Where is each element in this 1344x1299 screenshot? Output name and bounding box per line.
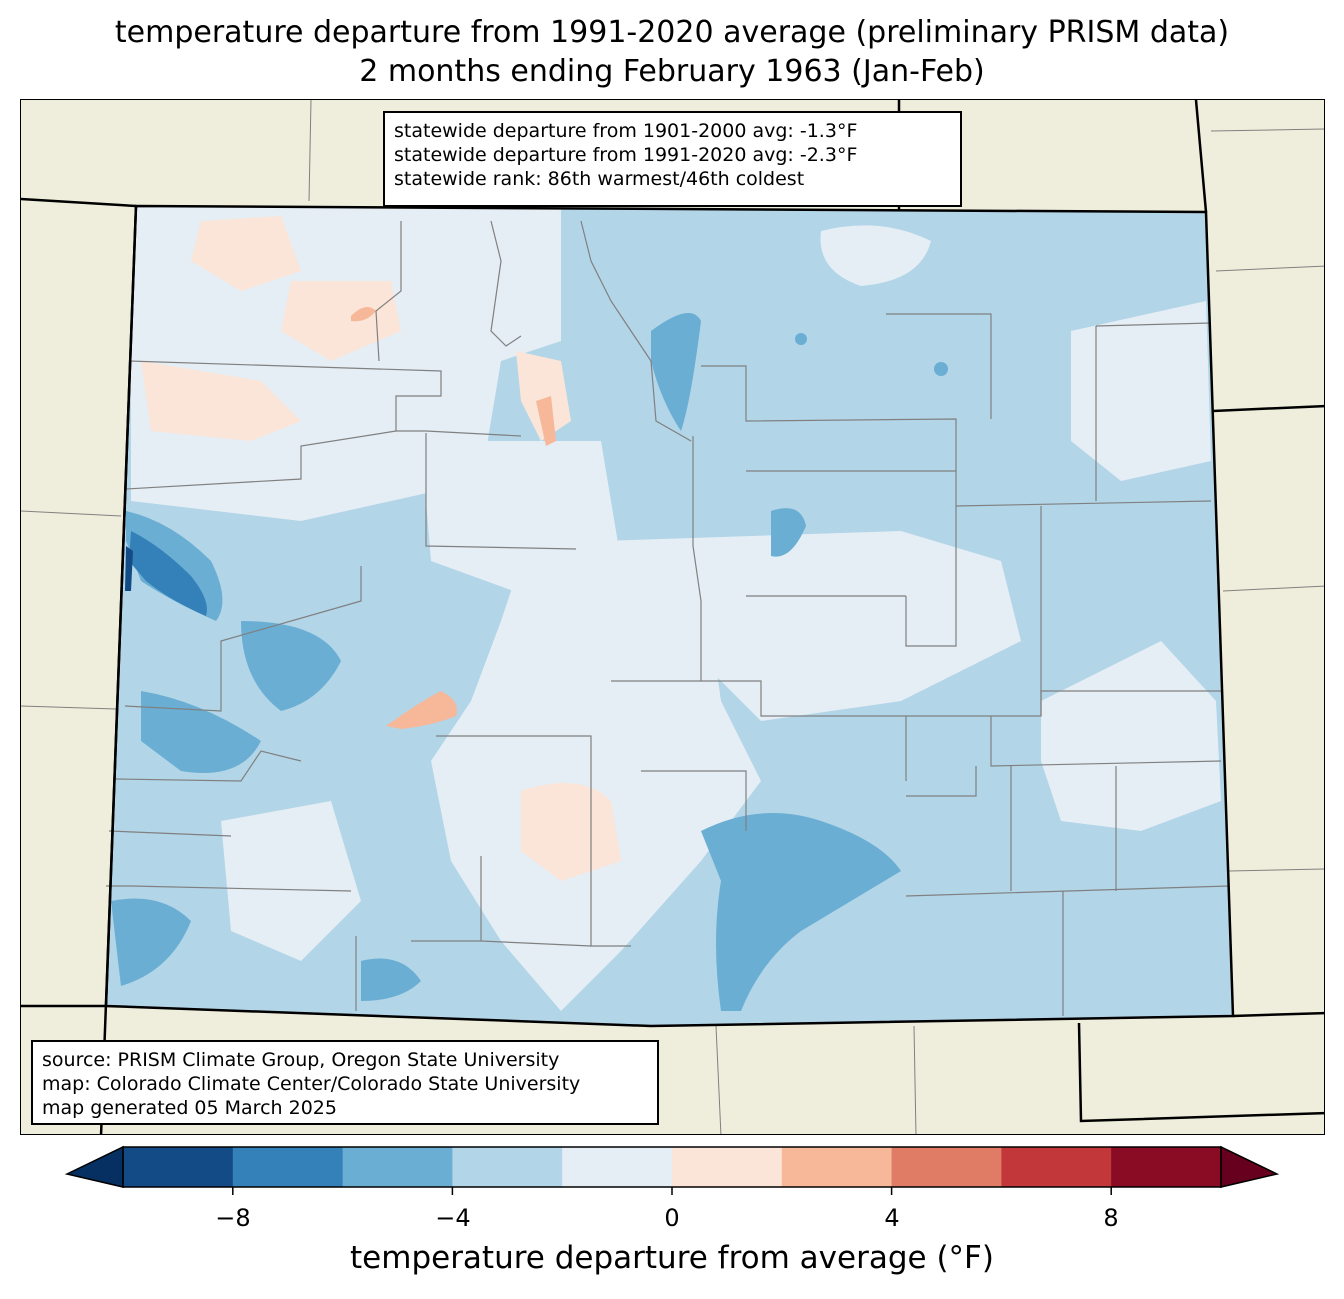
- anomaly-near-zero-southwest: [221, 801, 361, 961]
- anomaly-warm-san-luis: [521, 783, 621, 881]
- anomaly-minus-6-to-4-southwest: [141, 691, 261, 773]
- map-credit-line: map: Colorado Climate Center/Colorado St…: [42, 1073, 581, 1095]
- anomaly-2-to-4-northwest: [351, 307, 376, 322]
- source-box: source: PRISM Climate Group, Oregon Stat…: [31, 1040, 659, 1125]
- colorbar-tick-label: 0: [664, 1204, 680, 1232]
- colorbar-bin: [781, 1147, 893, 1187]
- generated-date-line: map generated 05 March 2025: [42, 1097, 337, 1119]
- anomaly-2-to-4-gunnison: [386, 691, 457, 729]
- anomaly-minus-6-to-4-plains: [771, 508, 806, 557]
- colorbar-bin: [1111, 1147, 1222, 1187]
- colorbar-over-arrow: [1220, 1145, 1280, 1188]
- colorbar-bin: [232, 1147, 344, 1187]
- anomaly-warm-park-range: [516, 351, 571, 441]
- anomaly-minus-8-to-6-west: [129, 531, 207, 616]
- colorbar-tick-label: 8: [1103, 1204, 1119, 1232]
- anomaly-near-zero-east-central: [601, 531, 1021, 721]
- colorbar-label: temperature departure from average (°F): [350, 1240, 994, 1276]
- colorbar: [64, 1145, 1280, 1195]
- map-title: temperature departure from 1991-2020 ave…: [114, 15, 1230, 50]
- anomaly-minus-6-to-4-front-range: [651, 313, 701, 431]
- map-panel: [20, 99, 1325, 1135]
- colorbar-bin: [672, 1147, 783, 1187]
- colorbar-bin: [1001, 1147, 1112, 1187]
- anomaly-warm-northwest: [141, 361, 301, 441]
- colorado-map: [21, 100, 1324, 1134]
- colorbar-bin: [123, 1147, 234, 1187]
- source-line: source: PRISM Climate Group, Oregon Stat…: [42, 1049, 560, 1071]
- colorbar-under-arrow: [64, 1145, 124, 1188]
- colorbar-bin: [452, 1147, 563, 1187]
- colorbar-bin: [342, 1147, 453, 1187]
- anomaly-minus-6-to-4-spot: [934, 362, 948, 376]
- stats-rank: statewide rank: 86th warmest/46th coldes…: [394, 168, 805, 190]
- colorbar-tick-label: 4: [884, 1204, 900, 1232]
- anomaly-near-zero-north: [820, 225, 931, 286]
- statewide-stats-box: statewide departure from 1901-2000 avg: …: [383, 111, 962, 207]
- colorbar-bin: [891, 1147, 1002, 1187]
- anomaly-minus-6-to-4-spot-2: [795, 333, 807, 345]
- colorbar-tick-label: −8: [215, 1204, 251, 1232]
- anomaly-minus-6-to-4-uncompahgre: [241, 621, 341, 711]
- anomaly-minus-6-to-4-four-corners: [111, 898, 191, 986]
- anomaly-minus-10-to-8-west: [125, 546, 133, 591]
- anomaly-near-zero-northeast: [1071, 301, 1211, 481]
- colorbar-bin: [562, 1147, 673, 1187]
- anomaly-minus-6-to-4-southern: [361, 958, 421, 1001]
- anomaly-warm-north: [191, 216, 301, 291]
- stats-departure-1901-2000: statewide departure from 1901-2000 avg: …: [394, 120, 858, 142]
- anomaly-minus-6-to-4-southeast: [701, 813, 901, 1011]
- map-subtitle: 2 months ending February 1963 (Jan-Feb): [359, 54, 985, 89]
- anomaly-near-zero-south-central: [431, 561, 761, 1011]
- colorbar-tick-label: −4: [435, 1204, 471, 1232]
- anomaly-warm-flat-tops: [281, 281, 401, 361]
- anomaly-2-to-4-north-park: [536, 396, 556, 446]
- neighbor-county-lines: [21, 100, 1324, 1134]
- stats-departure-1991-2020: statewide departure from 1991-2020 avg: …: [394, 144, 858, 166]
- county-boundaries: [106, 220, 1230, 1016]
- anomaly-near-zero-east: [1041, 641, 1221, 831]
- temperature-field: [106, 206, 1233, 1026]
